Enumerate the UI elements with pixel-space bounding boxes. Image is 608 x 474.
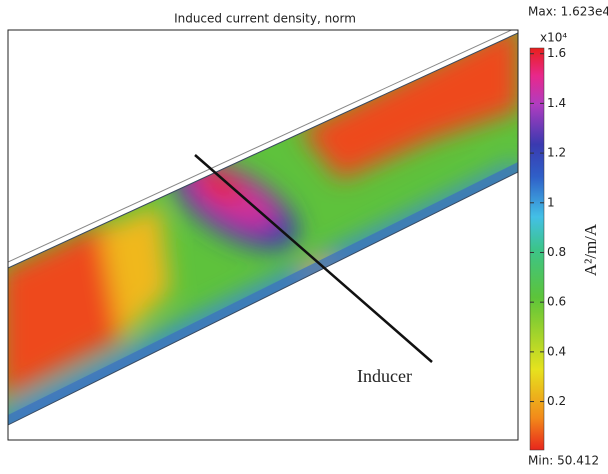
colorbar-tick-label: 0.8 <box>547 245 566 259</box>
page: {"chart_data": {"type": "colorbar", "tit… <box>0 0 608 474</box>
colorbar-tick-label: 1.2 <box>547 146 566 160</box>
unit-label: A²/m/A <box>581 223 600 276</box>
figure: Induced current density, norm Max: 1.623… <box>0 0 608 470</box>
colorbar-tick-label: 0.4 <box>547 344 566 358</box>
colorbar-tick-label: 0.2 <box>547 394 566 408</box>
min-label: Min: 50.412 <box>528 454 599 468</box>
colorbar-tick-label: 0.6 <box>547 295 566 309</box>
colorbar-tick-label: 1 <box>547 195 555 209</box>
plot-title: Induced current density, norm <box>174 12 356 26</box>
colorbar-tick-label: 1.4 <box>547 96 566 110</box>
max-label: Max: 1.623e4 <box>528 5 608 19</box>
exponent-label: x10⁴ <box>540 31 567 45</box>
field-plot: Inducer <box>0 20 520 440</box>
colorbar-tick-label: 1.6 <box>547 46 566 60</box>
annotation: Inducer <box>357 366 412 386</box>
colorbar <box>530 48 544 450</box>
